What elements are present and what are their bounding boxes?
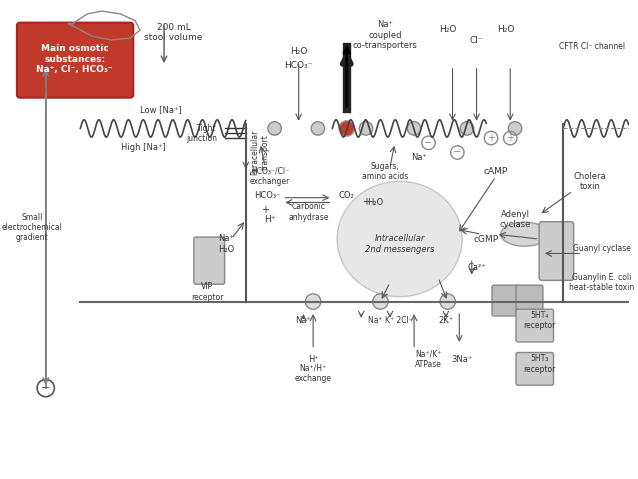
Text: 5HT₃
receptor: 5HT₃ receptor <box>523 354 555 374</box>
Circle shape <box>407 122 421 135</box>
Text: Sugars,
amino acids: Sugars, amino acids <box>362 162 408 182</box>
Text: Na⁺ K⁺ 2Cl⁻: Na⁺ K⁺ 2Cl⁻ <box>367 316 412 325</box>
Circle shape <box>311 122 325 135</box>
Circle shape <box>339 121 355 136</box>
Text: 200 mL
stool volume: 200 mL stool volume <box>144 23 203 42</box>
Text: Cl⁻: Cl⁻ <box>470 36 484 46</box>
Text: H₂O: H₂O <box>367 198 383 207</box>
Ellipse shape <box>501 222 549 246</box>
Text: Small
electrochemical
gradient: Small electrochemical gradient <box>2 213 63 242</box>
Circle shape <box>508 122 522 135</box>
Circle shape <box>373 294 388 309</box>
Text: High [Na⁺]: High [Na⁺] <box>121 143 165 152</box>
Text: H₂O: H₂O <box>497 25 514 34</box>
Text: Ca²⁺: Ca²⁺ <box>467 263 486 273</box>
Circle shape <box>460 122 473 135</box>
FancyBboxPatch shape <box>539 222 574 280</box>
Text: 2K⁺: 2K⁺ <box>438 316 454 325</box>
Text: CO₂: CO₂ <box>339 191 355 200</box>
FancyBboxPatch shape <box>17 23 133 98</box>
Text: H⁺: H⁺ <box>264 215 276 224</box>
Text: Na⁺/K⁺
ATPase: Na⁺/K⁺ ATPase <box>415 350 442 369</box>
Text: Main osmotic
substances:
Na⁺, Cl⁻, HCO₃⁻: Main osmotic substances: Na⁺, Cl⁻, HCO₃⁻ <box>36 44 113 74</box>
Text: Na⁺
H₂O: Na⁺ H₂O <box>218 234 235 253</box>
Text: cAMP: cAMP <box>484 167 508 176</box>
Text: VIP
receptor: VIP receptor <box>191 282 223 302</box>
Circle shape <box>440 294 456 309</box>
FancyBboxPatch shape <box>516 353 554 385</box>
FancyBboxPatch shape <box>492 285 519 316</box>
Circle shape <box>359 122 373 135</box>
Text: +: + <box>487 133 495 143</box>
Text: Na⁺
coupled
co-transporters: Na⁺ coupled co-transporters <box>353 20 418 50</box>
Text: +: + <box>261 205 269 215</box>
Text: Cholera
toxin: Cholera toxin <box>574 171 606 191</box>
Text: HCO₃⁻: HCO₃⁻ <box>254 191 280 200</box>
Text: H₂O: H₂O <box>290 47 308 56</box>
Text: H⁺: H⁺ <box>308 355 318 364</box>
Text: Intracellular
2nd messengers: Intracellular 2nd messengers <box>365 234 434 253</box>
Text: Carbonic
anhydrase: Carbonic anhydrase <box>288 203 329 222</box>
FancyBboxPatch shape <box>516 309 554 342</box>
Text: Guanyl cyclase: Guanyl cyclase <box>573 244 630 253</box>
Text: −: − <box>453 148 461 158</box>
FancyBboxPatch shape <box>516 285 543 316</box>
Circle shape <box>268 122 281 135</box>
Text: Na⁺: Na⁺ <box>295 316 311 325</box>
Text: CFTR Cl⁻ channel: CFTR Cl⁻ channel <box>559 42 625 51</box>
Text: HCO₃⁻/Cl⁻
exchanger: HCO₃⁻/Cl⁻ exchanger <box>249 167 290 186</box>
Text: cGMP: cGMP <box>473 235 499 243</box>
Text: −: − <box>424 138 433 148</box>
Text: HCO₃⁻: HCO₃⁻ <box>285 61 313 70</box>
Text: Tight
junction: Tight junction <box>186 124 217 143</box>
Text: Guanylin E. coli
heat-stable toxin: Guanylin E. coli heat-stable toxin <box>569 273 634 292</box>
Text: Na⁺: Na⁺ <box>411 153 427 162</box>
Text: Adenyl
cyclase: Adenyl cyclase <box>500 210 531 229</box>
Text: +: + <box>362 197 370 207</box>
FancyBboxPatch shape <box>194 237 225 284</box>
Text: 3Na⁺: 3Na⁺ <box>452 355 473 364</box>
Text: 5HT₄
receptor: 5HT₄ receptor <box>523 311 555 331</box>
Text: +: + <box>41 61 50 71</box>
Text: +: + <box>506 133 514 143</box>
Text: H₂O: H₂O <box>439 25 456 34</box>
Text: Low [Na⁺]: Low [Na⁺] <box>140 105 182 114</box>
Text: Na⁺/H⁺
exchange: Na⁺/H⁺ exchange <box>295 364 332 383</box>
Circle shape <box>306 294 321 309</box>
Text: Paracellular
transport: Paracellular transport <box>251 130 270 175</box>
Text: −: − <box>41 383 50 393</box>
Ellipse shape <box>337 182 462 297</box>
